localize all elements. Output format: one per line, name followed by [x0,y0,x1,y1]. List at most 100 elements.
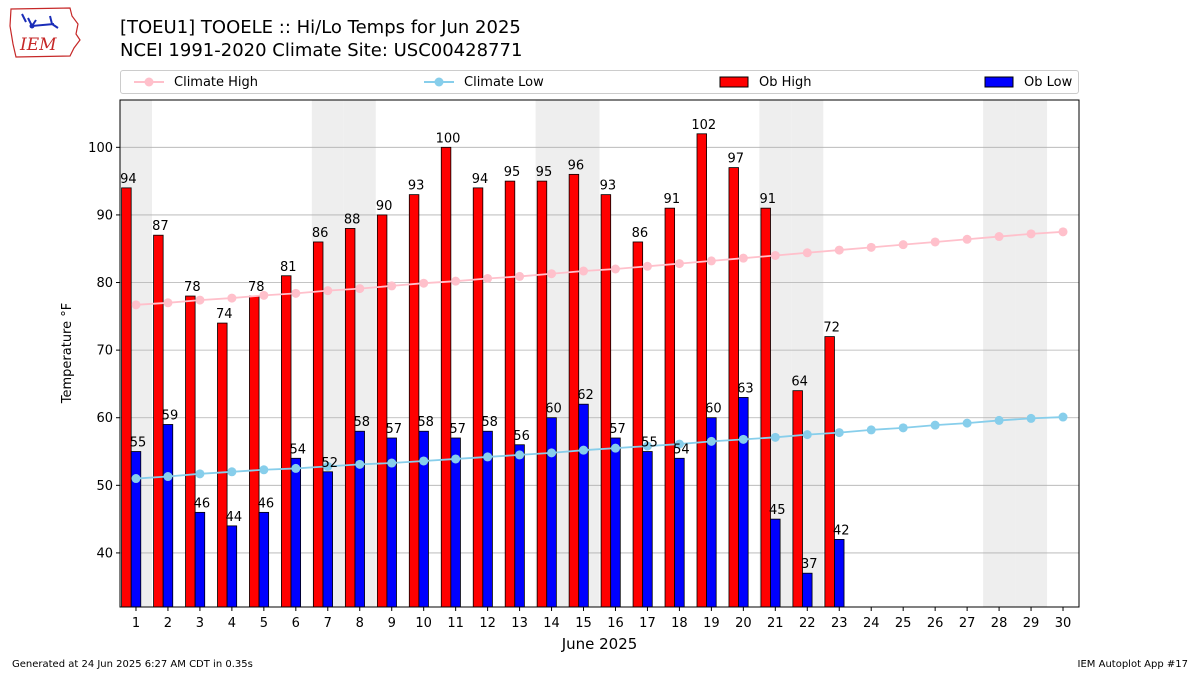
climate-high-point [451,276,461,286]
legend-climate-high-label: Climate High [174,74,259,90]
bar-value-label: 102 [691,118,716,133]
x-tick-label: 29 [1023,616,1040,631]
ob-low-bar [322,471,333,608]
ob-low-bar [802,572,813,608]
climate-high-point [1058,227,1068,237]
legend-ob-high: Ob High [719,71,812,93]
bar-value-label: 88 [344,212,361,227]
y-tick-label: 100 [88,141,113,156]
ob-low-bar [642,451,653,608]
y-tick-label: 80 [96,276,113,291]
ob-high-bar [792,390,803,608]
climate-low-point [802,430,812,440]
bar-value-label: 64 [791,375,808,390]
ob-high-bar [600,194,612,608]
climate-high-swatch [134,77,164,87]
climate-high-point [355,284,365,294]
footer-generated-text: Generated at 24 Jun 2025 6:27 AM CDT in … [12,659,253,670]
climate-high-line [135,230,1064,306]
bar-value-label: 95 [504,165,521,180]
bar-value-label: 100 [436,131,461,146]
ob-high-bar [536,180,548,608]
ob-low-bar [610,437,621,608]
chart-subtitle: NCEI 1991-2020 Climate Site: USC00428771 [120,40,523,61]
climate-high-point [579,266,589,276]
legend-ob-low-label: Ob Low [1024,74,1073,90]
ob-high-bar [760,207,771,608]
x-tick-label: 17 [639,616,656,631]
climate-low-point [483,452,493,462]
x-tick-label: 24 [863,616,880,631]
ob-low-bar [706,417,717,608]
y-tick-label: 70 [96,344,113,359]
climate-lines [131,227,1068,484]
climate-low-point [770,432,780,442]
bar-value-label: 93 [408,179,425,194]
bar-value-label: 42 [833,523,850,538]
ob-low-bar [226,525,238,608]
bar-value-label: 44 [226,510,243,525]
climate-high-point [770,250,780,260]
climate-high-point [483,273,493,283]
climate-low-point [515,450,525,460]
legend-climate-high: Climate High [134,71,258,93]
x-tick-label: 6 [292,616,300,631]
bar-value-label: 60 [705,402,722,417]
climate-low-point [610,443,620,453]
climate-high-point [419,278,429,288]
bar-value-label: 55 [130,436,147,451]
climate-high-point [323,286,333,296]
bar-value-label: 37 [801,557,818,572]
ob-low-bar [514,444,525,608]
climate-high-point [195,295,205,305]
logo-text: IEM [19,35,57,55]
bar-value-label: 86 [632,226,649,241]
ob-low-bar [354,430,365,608]
climate-high-point [898,240,908,250]
climate-high-point [706,256,716,266]
climate-low-point [419,456,429,466]
climate-low-point [131,474,141,484]
climate-low-point [259,465,269,475]
climate-low-point [451,454,461,464]
bar-value-label: 54 [290,442,307,457]
climate-high-point [387,281,397,291]
climate-low-point [706,436,716,446]
y-axis-label: Temperature °F [60,303,75,404]
climate-high-point [994,232,1004,242]
ob-low-bar [738,397,749,608]
climate-low-point [291,463,301,473]
x-tick-label: 14 [543,616,560,631]
climate-high-point [802,248,812,258]
legend-climate-low-label: Climate Low [464,74,544,90]
climate-low-point [387,458,397,468]
climate-high-point [131,300,141,310]
ob-high-bar [440,146,452,608]
bar-value-label: 87 [152,219,169,234]
ob-high-bar [312,241,324,608]
bar-value-label: 97 [727,152,744,167]
ob-high-bar [185,295,196,608]
climate-low-line [135,416,1064,480]
climate-low-point [898,423,908,433]
ob-low-bar [290,457,302,608]
ob-low-bar [194,511,206,608]
climate-low-point [930,420,940,430]
climate-low-point [1026,413,1036,423]
bars [121,133,845,608]
bar-value-label: 58 [417,415,434,430]
x-tick-label: 11 [447,616,464,631]
ob-low-bar [546,417,557,608]
climate-low-point [579,445,589,455]
x-axis-label: June 2025 [561,635,638,653]
climate-low-point [355,459,365,469]
climate-high-point [866,242,876,252]
bar-value-label: 57 [385,422,402,437]
x-tick-label: 21 [767,616,784,631]
ob-low-swatch [984,76,1014,88]
bar-value-label: 46 [258,496,275,511]
iem-logo: IEM [9,7,81,58]
x-tick-label: 13 [511,616,528,631]
ob-high-bar [249,295,260,608]
